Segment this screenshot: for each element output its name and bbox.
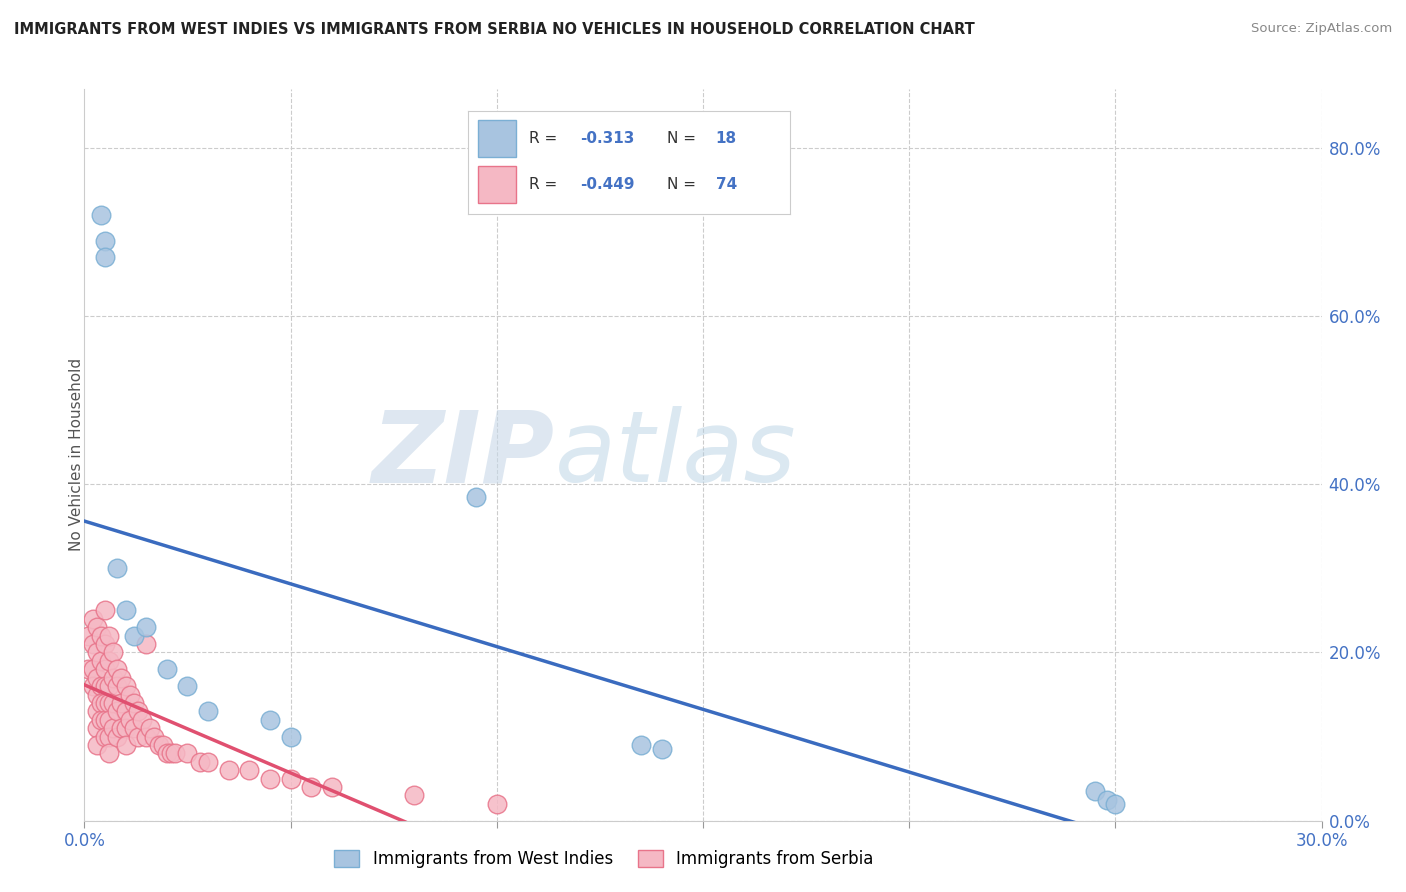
Point bbox=[197, 755, 219, 769]
Point bbox=[98, 713, 121, 727]
Point bbox=[118, 688, 141, 702]
Point bbox=[160, 747, 183, 761]
Point bbox=[143, 730, 166, 744]
Point bbox=[188, 755, 211, 769]
Point bbox=[148, 738, 170, 752]
Point bbox=[94, 251, 117, 265]
Point bbox=[98, 730, 121, 744]
Point bbox=[165, 747, 187, 761]
Point bbox=[299, 780, 322, 794]
Point bbox=[156, 747, 179, 761]
Point bbox=[90, 679, 112, 693]
Point bbox=[86, 688, 108, 702]
Point bbox=[90, 629, 112, 643]
Point bbox=[90, 654, 112, 668]
Point bbox=[98, 629, 121, 643]
Point bbox=[110, 671, 132, 685]
Point bbox=[630, 738, 652, 752]
Point bbox=[105, 730, 128, 744]
Point bbox=[94, 662, 117, 676]
Point bbox=[86, 671, 108, 685]
Point bbox=[90, 208, 112, 222]
Point bbox=[86, 704, 108, 718]
Point bbox=[1095, 792, 1118, 806]
Point bbox=[118, 713, 141, 727]
Point bbox=[321, 780, 343, 794]
Point bbox=[90, 696, 112, 710]
Point bbox=[98, 696, 121, 710]
Point bbox=[135, 730, 157, 744]
Text: ZIP: ZIP bbox=[371, 407, 554, 503]
Point bbox=[156, 662, 179, 676]
Point bbox=[280, 772, 302, 786]
Point bbox=[94, 679, 117, 693]
Point bbox=[122, 696, 145, 710]
Point bbox=[86, 645, 108, 659]
Point bbox=[82, 662, 104, 676]
Point bbox=[651, 742, 673, 756]
Point bbox=[82, 679, 104, 693]
Point bbox=[114, 603, 136, 617]
Point bbox=[238, 763, 260, 777]
Point bbox=[86, 721, 108, 735]
Point bbox=[197, 704, 219, 718]
Point bbox=[131, 713, 153, 727]
Point bbox=[98, 747, 121, 761]
Point bbox=[114, 721, 136, 735]
Point bbox=[94, 696, 117, 710]
Point bbox=[105, 662, 128, 676]
Point bbox=[176, 679, 198, 693]
Point bbox=[110, 696, 132, 710]
Point bbox=[152, 738, 174, 752]
Text: IMMIGRANTS FROM WEST INDIES VS IMMIGRANTS FROM SERBIA NO VEHICLES IN HOUSEHOLD C: IMMIGRANTS FROM WEST INDIES VS IMMIGRANT… bbox=[14, 22, 974, 37]
Point bbox=[105, 704, 128, 718]
Point bbox=[114, 738, 136, 752]
Point bbox=[139, 721, 162, 735]
Point bbox=[94, 234, 117, 248]
Point bbox=[127, 730, 149, 744]
Point bbox=[114, 679, 136, 693]
Point bbox=[135, 637, 157, 651]
Point bbox=[94, 603, 117, 617]
Point bbox=[485, 797, 508, 811]
Point bbox=[122, 629, 145, 643]
Point bbox=[127, 704, 149, 718]
Point bbox=[77, 629, 100, 643]
Point bbox=[176, 747, 198, 761]
Point bbox=[259, 713, 281, 727]
Point bbox=[1104, 797, 1126, 811]
Point bbox=[98, 654, 121, 668]
Point bbox=[82, 612, 104, 626]
Legend: Immigrants from West Indies, Immigrants from Serbia: Immigrants from West Indies, Immigrants … bbox=[328, 843, 880, 874]
Point bbox=[103, 645, 125, 659]
Point bbox=[94, 713, 117, 727]
Point bbox=[94, 730, 117, 744]
Point bbox=[86, 738, 108, 752]
Point bbox=[98, 679, 121, 693]
Y-axis label: No Vehicles in Household: No Vehicles in Household bbox=[69, 359, 83, 551]
Point bbox=[86, 620, 108, 634]
Point bbox=[110, 721, 132, 735]
Point bbox=[103, 721, 125, 735]
Point bbox=[465, 490, 488, 504]
Point bbox=[105, 679, 128, 693]
Text: Source: ZipAtlas.com: Source: ZipAtlas.com bbox=[1251, 22, 1392, 36]
Point bbox=[94, 637, 117, 651]
Point bbox=[259, 772, 281, 786]
Point bbox=[90, 713, 112, 727]
Point bbox=[280, 730, 302, 744]
Point bbox=[135, 620, 157, 634]
Point bbox=[1084, 784, 1107, 798]
Point bbox=[103, 671, 125, 685]
Point bbox=[103, 696, 125, 710]
Text: atlas: atlas bbox=[554, 407, 796, 503]
Point bbox=[218, 763, 240, 777]
Point bbox=[404, 789, 426, 803]
Point bbox=[77, 662, 100, 676]
Point bbox=[114, 704, 136, 718]
Point bbox=[122, 721, 145, 735]
Point bbox=[105, 561, 128, 575]
Point bbox=[82, 637, 104, 651]
